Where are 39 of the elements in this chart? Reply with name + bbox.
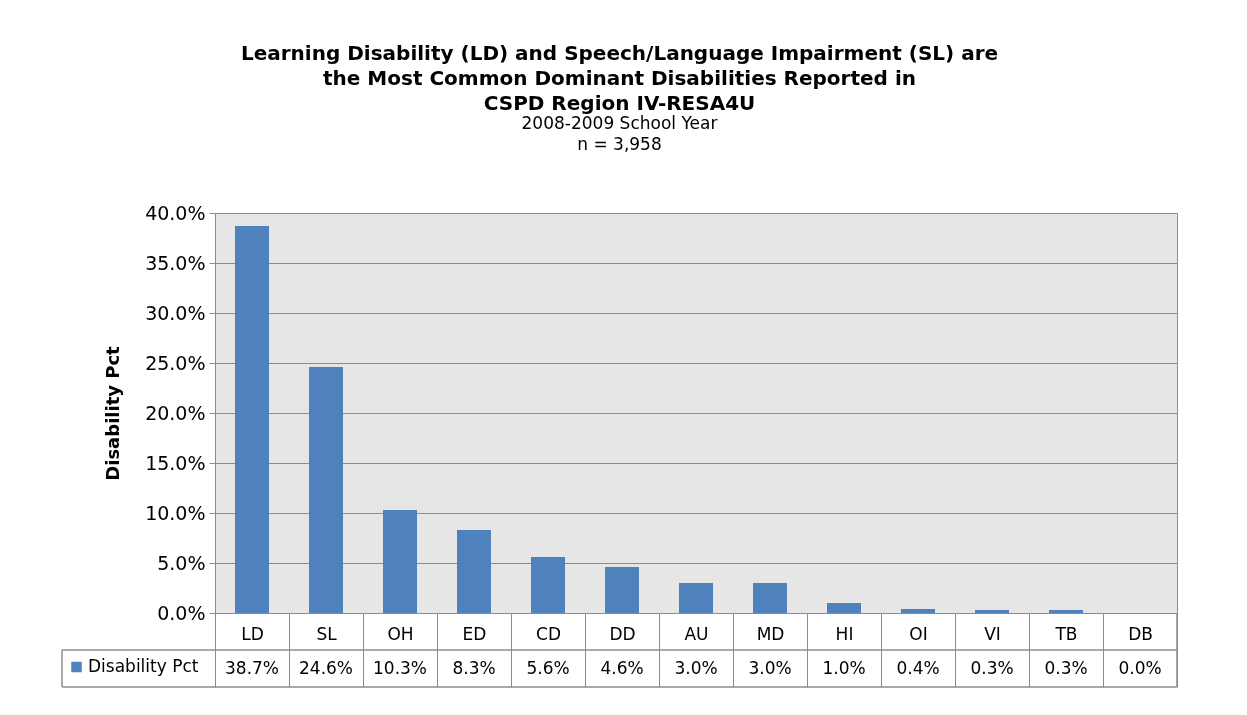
data-label: 3.0% [674, 657, 718, 678]
y-tick-label: 15.0% [145, 451, 206, 474]
chart-subtitle: 2008-2009 School Year n = 3,958 [521, 113, 718, 154]
data-label: 0.3% [970, 657, 1014, 678]
x-tick-label: OH [387, 624, 414, 644]
legend-label: Disability Pct [88, 656, 199, 676]
data-label: 0.3% [1044, 657, 1088, 678]
x-tick-label: DD [609, 624, 636, 644]
x-tick-label: VI [984, 624, 1001, 644]
data-label: 0.4% [896, 657, 940, 678]
x-tick-label: OI [909, 624, 928, 644]
data-label: 5.6% [526, 657, 570, 678]
data-label: 0.0% [1118, 657, 1162, 678]
x-tick-label: LD [241, 624, 264, 644]
y-axis-title: Disability Pct [102, 345, 124, 481]
x-tick-label: ED [462, 624, 487, 644]
y-tick-label: 40.0% [145, 201, 206, 224]
data-label: 38.7% [224, 657, 280, 678]
y-tick-label: 10.0% [145, 501, 206, 524]
data-label: 24.6% [298, 657, 354, 678]
data-label: 10.3% [372, 657, 428, 678]
x-tick-label: AU [684, 624, 709, 644]
x-tick-label: HI [835, 624, 854, 644]
y-tick-label: 30.0% [145, 301, 206, 324]
data-label: 8.3% [452, 657, 496, 678]
data-label: 1.0% [822, 657, 866, 678]
x-tick-label: MD [756, 624, 785, 644]
x-tick-label: CD [536, 624, 561, 644]
y-tick-label: 5.0% [157, 551, 206, 574]
data-label: 4.6% [600, 657, 644, 678]
x-tick-label: SL [316, 624, 338, 644]
data-label: 3.0% [748, 657, 792, 678]
x-tick-label: TB [1054, 624, 1078, 644]
x-tick-label: DB [1128, 624, 1153, 644]
y-tick-label: 0.0% [157, 601, 206, 624]
chart-title: Learning Disability (LD) and Speech/Language Impairment (SL) are the Most Common Dominant Disabilities Reported in CSPD Region IV-RESA4U [240, 41, 999, 115]
y-tick-label: 20.0% [145, 401, 206, 424]
y-tick-label: 25.0% [145, 351, 206, 374]
y-tick-label: 35.0% [145, 251, 206, 274]
